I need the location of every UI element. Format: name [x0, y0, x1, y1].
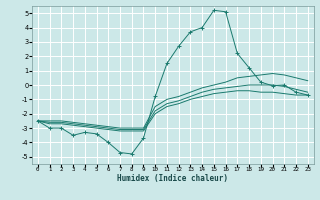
X-axis label: Humidex (Indice chaleur): Humidex (Indice chaleur)	[117, 174, 228, 183]
